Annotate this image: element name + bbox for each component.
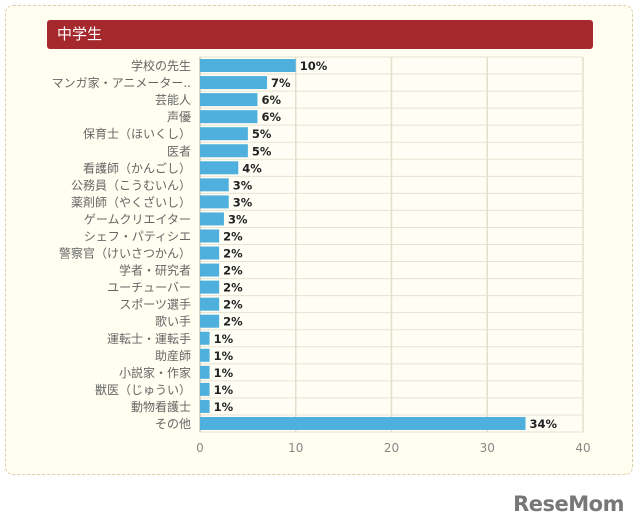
category-label: 看護師（かんごし） bbox=[83, 160, 191, 175]
category-label: シェフ・パティシエ bbox=[84, 229, 191, 243]
category-label: マンガ家・アニメーター.. bbox=[52, 75, 191, 90]
bar bbox=[200, 399, 210, 413]
data-label: 1% bbox=[214, 400, 234, 414]
category-label: 歌い手 bbox=[155, 314, 191, 329]
category-label: ゲームクリエイター bbox=[84, 212, 191, 226]
data-label: 2% bbox=[223, 281, 243, 295]
category-label: その他 bbox=[155, 417, 191, 431]
bar bbox=[200, 212, 224, 226]
chart-title: 中学生 bbox=[47, 20, 593, 49]
category-label: スポーツ選手 bbox=[119, 298, 191, 312]
category-label: 助産師 bbox=[155, 348, 191, 363]
bar bbox=[200, 331, 210, 345]
data-label: 6% bbox=[261, 110, 281, 124]
bar bbox=[200, 365, 210, 379]
data-label: 2% bbox=[223, 247, 243, 261]
data-label: 1% bbox=[214, 332, 234, 346]
resemom-logo: ReseMom bbox=[513, 492, 624, 516]
category-label: 薬剤師（やくざいし） bbox=[71, 194, 191, 209]
category-label: ユーチューバー bbox=[107, 281, 191, 295]
bar bbox=[200, 314, 220, 328]
bar bbox=[200, 161, 239, 175]
x-tick-label: 10 bbox=[288, 441, 303, 455]
x-tick-label: 30 bbox=[480, 441, 495, 455]
category-label: 芸能人 bbox=[155, 93, 191, 107]
category-label: 声優 bbox=[167, 110, 191, 124]
category-label: 保育士（ほいくし） bbox=[83, 126, 191, 141]
bar bbox=[200, 178, 229, 192]
category-label: 警察官（けいさつかん） bbox=[59, 246, 191, 261]
data-label: 2% bbox=[223, 315, 243, 329]
bar bbox=[200, 144, 248, 158]
bar bbox=[200, 263, 220, 277]
category-label: 小説家・作家 bbox=[119, 365, 191, 380]
data-label: 3% bbox=[233, 195, 253, 209]
bar bbox=[200, 280, 220, 294]
data-label: 10% bbox=[300, 59, 328, 73]
category-label: 学者・研究者 bbox=[119, 263, 191, 278]
data-label: 1% bbox=[214, 366, 234, 380]
category-label: 獣医（じゅうい） bbox=[95, 383, 191, 397]
bar bbox=[200, 93, 258, 107]
data-label: 5% bbox=[252, 144, 272, 158]
x-tick-label: 40 bbox=[575, 441, 590, 455]
bar bbox=[200, 127, 248, 141]
data-label: 3% bbox=[233, 178, 253, 192]
bar bbox=[200, 246, 220, 260]
data-label: 2% bbox=[223, 229, 243, 243]
data-label: 4% bbox=[242, 161, 262, 175]
data-label: 1% bbox=[214, 383, 234, 397]
bar bbox=[200, 195, 229, 209]
bar bbox=[200, 76, 268, 90]
data-label: 6% bbox=[261, 93, 281, 107]
bar bbox=[200, 348, 210, 362]
data-label: 1% bbox=[214, 349, 234, 363]
data-label: 34% bbox=[530, 417, 558, 431]
category-label: 運転士・運転手 bbox=[107, 332, 191, 346]
category-label: 医者 bbox=[167, 144, 191, 158]
data-label: 5% bbox=[252, 127, 272, 141]
data-label: 2% bbox=[223, 298, 243, 312]
x-tick-label: 20 bbox=[384, 441, 399, 455]
bar bbox=[200, 297, 220, 311]
x-tick-label: 0 bbox=[196, 441, 204, 455]
data-label: 7% bbox=[271, 76, 291, 90]
bar bbox=[200, 59, 296, 73]
bar bbox=[200, 416, 526, 430]
bar bbox=[200, 382, 210, 396]
bar bbox=[200, 229, 220, 243]
category-label: 学校の先生 bbox=[131, 58, 191, 73]
bar bbox=[200, 110, 258, 124]
data-label: 2% bbox=[223, 264, 243, 278]
category-label: 動物看護士 bbox=[131, 399, 191, 414]
data-label: 3% bbox=[228, 212, 248, 226]
category-label: 公務員（こうむいん） bbox=[71, 178, 191, 192]
